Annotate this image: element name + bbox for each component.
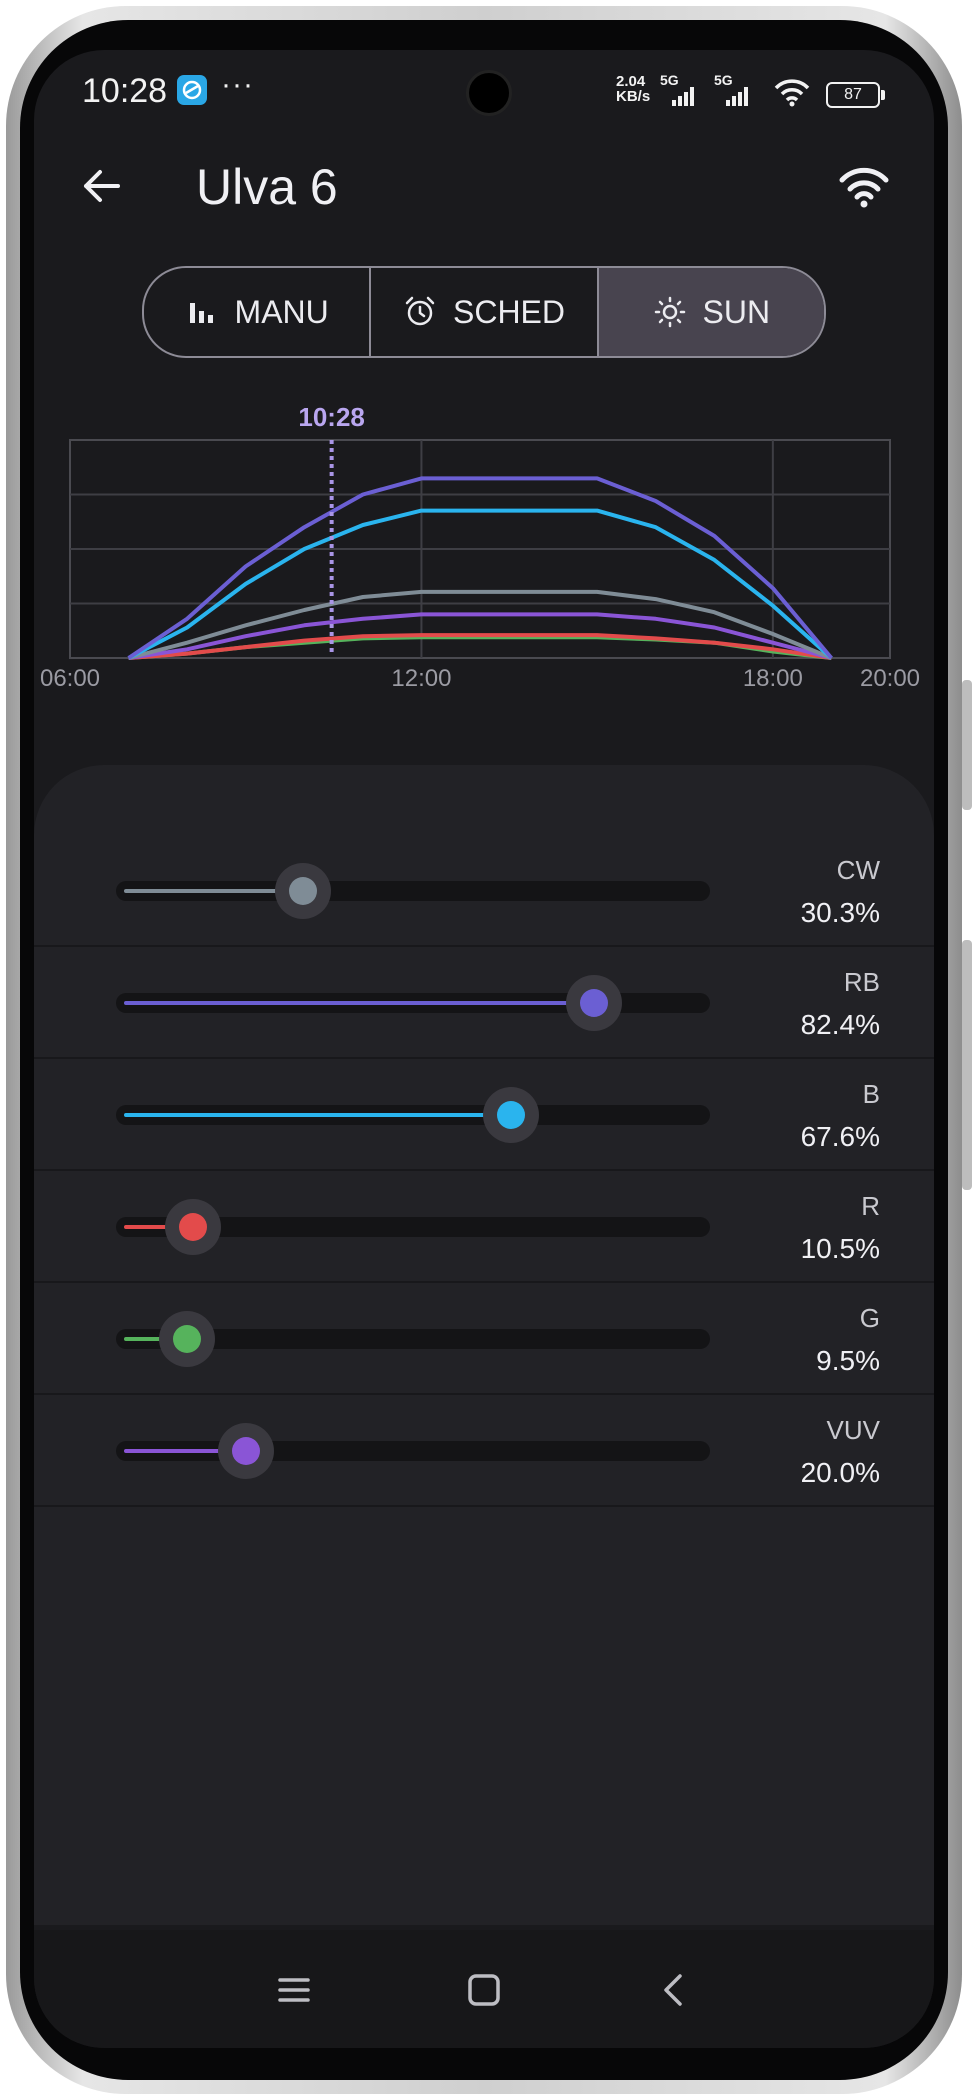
channel-slider-fill	[124, 1225, 189, 1229]
row-divider	[34, 945, 934, 947]
channel-value: 82.4%	[800, 1009, 880, 1040]
series-line	[128, 612, 832, 660]
home-icon	[468, 1974, 500, 2006]
thumb-dot	[231, 1437, 260, 1465]
chart-series	[127, 476, 833, 660]
tab-manual-label: MANU	[234, 293, 329, 330]
x-tick-label: 18:00	[743, 665, 803, 692]
channel-slider-thumb[interactable]	[217, 1423, 274, 1479]
channel-slider-fill	[124, 1113, 508, 1117]
channel-slider-track[interactable]	[116, 993, 710, 1013]
thumb-dot	[579, 989, 608, 1017]
channel-slider-fill	[124, 1001, 590, 1005]
app-notification-icon	[177, 75, 207, 105]
x-tick-label: 20:00	[860, 665, 920, 692]
channel-slider-thumb[interactable]	[565, 975, 622, 1031]
channel-value: 20.0%	[800, 1457, 880, 1488]
channel-sliders-panel: CW 30.3% RB 82.4% B 67.6% R 10.5% G 9.5% VUV 20.0%	[34, 765, 934, 1925]
channel-value: 9.5%	[816, 1345, 880, 1376]
channel-name: R	[861, 1191, 880, 1221]
series-line	[128, 633, 832, 660]
page-title: Ulva 6	[196, 159, 338, 215]
thumb-dot	[178, 1213, 207, 1241]
status-time: 10:28	[82, 72, 168, 110]
channel-name: B	[862, 1079, 880, 1109]
wifi-connection-button[interactable]	[836, 162, 892, 212]
series-line	[127, 508, 833, 660]
channel-slider-thumb[interactable]	[159, 1311, 215, 1367]
tab-schedule[interactable]: SCHED	[371, 268, 599, 356]
channel-slider-track[interactable]	[116, 881, 710, 901]
home-button[interactable]	[454, 1960, 514, 2020]
channel-name: G	[859, 1303, 880, 1333]
x-axis-ticks: 06:00 12:00 18:00 20:00	[40, 665, 920, 692]
thumb-dot	[289, 877, 318, 905]
channel-name: CW	[836, 855, 880, 885]
channel-row-g: G 9.5%	[34, 1283, 934, 1395]
row-divider	[34, 1281, 934, 1283]
channel-name: RB	[843, 967, 880, 997]
channel-slider-thumb[interactable]	[164, 1199, 221, 1255]
front-camera	[466, 70, 512, 116]
channel-slider-track[interactable]	[116, 1441, 710, 1461]
row-divider	[34, 1393, 934, 1395]
menu-icon	[278, 1978, 310, 2002]
channel-row-cw: CW 30.3%	[34, 835, 934, 947]
wifi-status-icon	[774, 79, 810, 107]
tab-manual[interactable]: MANU	[144, 268, 372, 356]
channel-name: VUV	[826, 1415, 880, 1445]
tab-sun-label: SUN	[702, 293, 771, 330]
channel-slider-fill	[124, 1337, 183, 1341]
channel-slider-fill	[124, 889, 300, 893]
row-divider	[34, 1505, 934, 1507]
channel-row-rb: RB 82.4%	[34, 947, 934, 1059]
back-button[interactable]	[74, 158, 130, 214]
channel-value: 30.3%	[800, 897, 880, 928]
sun-icon	[654, 296, 685, 328]
channel-slider-fill	[124, 1449, 242, 1453]
side-volume-button	[962, 680, 972, 810]
channel-value: 67.6%	[800, 1121, 880, 1152]
thumb-dot	[173, 1325, 201, 1353]
row-divider	[34, 1169, 934, 1171]
system-nav-bar	[34, 1930, 934, 2048]
x-tick-label: 06:00	[40, 665, 100, 692]
more-notifications-icon: ···	[221, 68, 254, 101]
channel-slider-thumb[interactable]	[483, 1087, 540, 1143]
arrow-left-icon	[84, 170, 120, 202]
current-time-marker: 10:28	[298, 402, 365, 652]
menu-button[interactable]	[264, 1960, 324, 2020]
tab-schedule-label: SCHED	[452, 293, 565, 330]
side-power-button	[962, 940, 972, 1190]
bar-chart-icon	[189, 303, 213, 323]
alarm-clock-icon	[405, 296, 435, 326]
channel-row-b: B 67.6%	[34, 1059, 934, 1171]
x-tick-label: 12:00	[391, 665, 451, 692]
back-icon	[664, 1974, 682, 2006]
channel-row-vuv: VUV 20.0%	[34, 1395, 934, 1507]
network-speed: 2.04 KB/s	[616, 73, 651, 105]
sun-curve-chart: 10:28 06:00 12:00 18:00 20:00	[40, 402, 920, 692]
wifi-icon	[839, 167, 889, 208]
channel-row-r: R 10.5%	[34, 1171, 934, 1283]
current-time-label: 10:28	[298, 402, 365, 432]
mode-selector: MANU SCHED SUN	[142, 266, 826, 358]
app-screen: 10:28 ··· 2.04 KB/s 5G 5G 87 Ulva 6	[34, 50, 934, 2048]
channel-slider-thumb[interactable]	[275, 863, 332, 919]
system-back-button[interactable]	[644, 1960, 704, 2020]
channel-slider-track[interactable]	[116, 1217, 710, 1237]
series-line	[128, 589, 833, 660]
series-line	[127, 476, 833, 660]
battery-indicator: 87	[826, 82, 885, 108]
row-divider	[34, 1057, 934, 1059]
channel-slider-track[interactable]	[116, 1105, 710, 1125]
tab-sun[interactable]: SUN	[598, 268, 824, 356]
thumb-dot	[497, 1101, 526, 1129]
channel-value: 10.5%	[800, 1233, 880, 1264]
channel-slider-track[interactable]	[116, 1329, 710, 1349]
